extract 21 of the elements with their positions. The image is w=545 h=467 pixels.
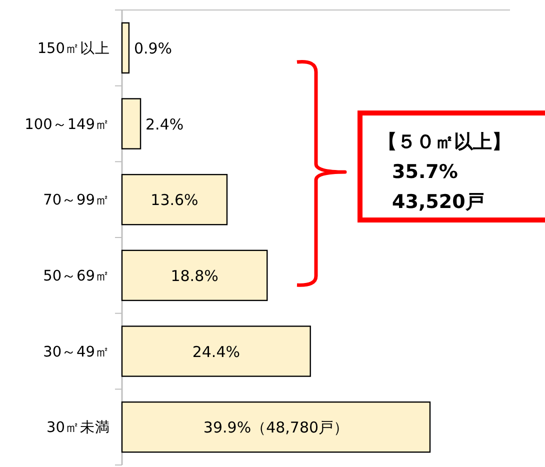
bar [121, 401, 431, 453]
y-tick-label: 70～99㎡ [43, 192, 110, 209]
data-label: 24.4% [192, 342, 240, 361]
data-label: 2.4% [146, 115, 184, 134]
data-label: 18.8% [170, 266, 218, 285]
bar [121, 250, 268, 302]
bar [121, 174, 228, 226]
data-label: 13.6% [150, 191, 198, 210]
bar [121, 326, 311, 377]
y-tick-label: 150㎡以上 [37, 40, 110, 57]
y-tick-label: 30㎡未満 [46, 419, 110, 436]
annotation: 【５０㎡以上】 [378, 131, 511, 153]
y-tick-label: 100～149㎡ [24, 116, 110, 133]
bar [121, 22, 130, 74]
y-tick-label: 30～49㎡ [43, 344, 110, 360]
bar [121, 98, 142, 150]
data-label: 39.9%（48,780戸） [203, 418, 349, 437]
annotation: 35.7% [392, 161, 458, 183]
annotation: 43,520戸 [392, 191, 484, 213]
y-tick-label: 50～69㎡ [43, 268, 110, 284]
data-label: 0.9% [134, 39, 172, 58]
